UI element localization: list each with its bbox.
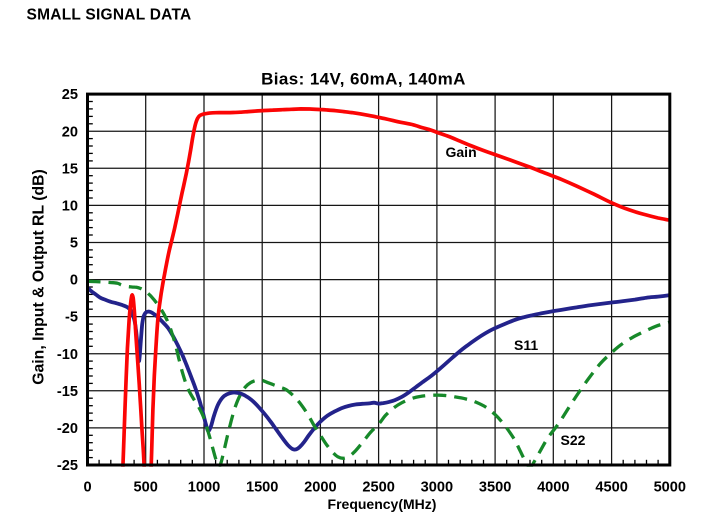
svg-text:4500: 4500: [595, 480, 627, 496]
svg-text:2000: 2000: [304, 480, 336, 496]
svg-text:-10: -10: [57, 347, 78, 363]
svg-text:2500: 2500: [362, 480, 394, 496]
svg-text:S22: S22: [561, 432, 586, 448]
svg-text:S11: S11: [514, 337, 538, 353]
svg-text:Bias: 14V, 60mA, 140mA: Bias: 14V, 60mA, 140mA: [261, 69, 466, 88]
svg-text:5000: 5000: [654, 480, 686, 496]
svg-text:5: 5: [70, 236, 78, 252]
svg-text:15: 15: [62, 161, 78, 177]
svg-text:3000: 3000: [421, 480, 453, 496]
svg-text:4000: 4000: [537, 480, 569, 496]
svg-text:Gain: Gain: [446, 144, 477, 160]
svg-text:1500: 1500: [246, 480, 278, 496]
svg-text:SMALL SIGNAL DATA: SMALL SIGNAL DATA: [27, 6, 192, 23]
svg-text:1000: 1000: [188, 480, 220, 496]
svg-text:20: 20: [62, 124, 78, 140]
svg-text:-20: -20: [57, 421, 78, 437]
svg-text:Gain, Input & Output RL (dB): Gain, Input & Output RL (dB): [31, 169, 48, 385]
svg-text:25: 25: [62, 87, 78, 103]
svg-text:3500: 3500: [479, 480, 511, 496]
svg-text:-25: -25: [57, 458, 78, 474]
svg-text:0: 0: [70, 273, 78, 289]
svg-text:Frequency(MHz): Frequency(MHz): [328, 496, 437, 512]
svg-text:0: 0: [83, 480, 91, 496]
svg-text:10: 10: [62, 199, 78, 215]
svg-text:500: 500: [134, 480, 158, 496]
svg-text:-15: -15: [57, 384, 78, 400]
svg-text:-5: -5: [65, 310, 78, 326]
